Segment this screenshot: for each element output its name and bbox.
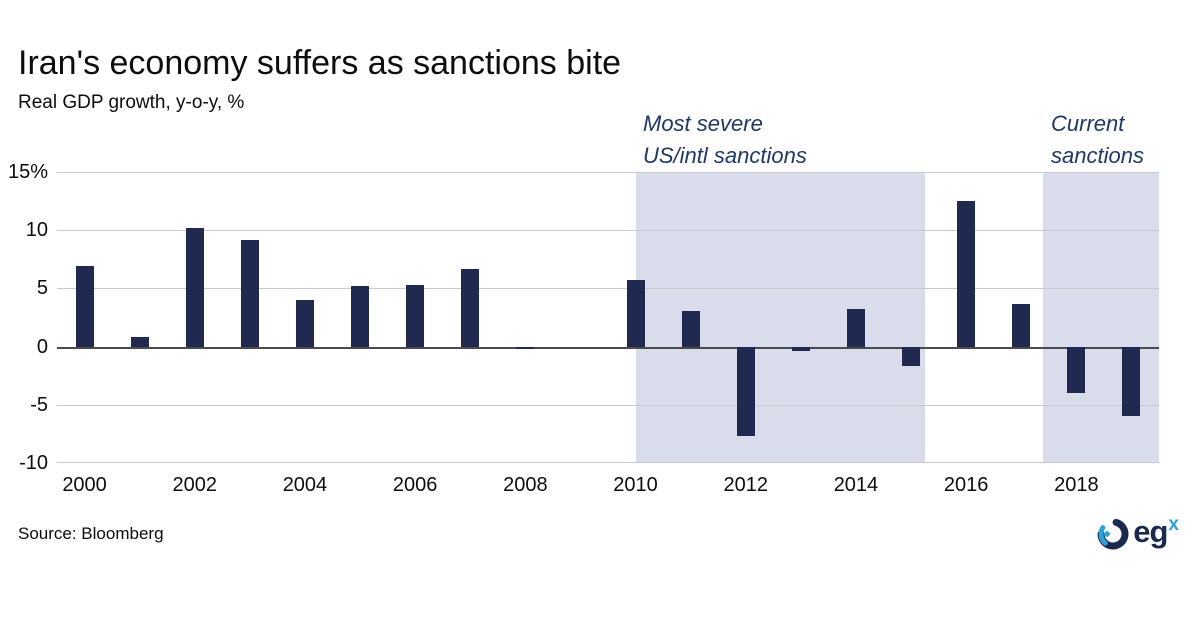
egx-ring-icon <box>1097 518 1129 550</box>
bar-2005 <box>351 286 370 347</box>
x-tick-label: 2010 <box>613 474 658 496</box>
annotation-line: Current <box>1051 111 1125 136</box>
annotation-most-severe-sanctions: Most severe US/intl sanctions <box>643 108 807 172</box>
x-tick-label: 2006 <box>392 474 438 496</box>
y-tick-label: 10 <box>25 219 48 242</box>
bar-2003 <box>240 239 259 347</box>
y-tick-label: -10 <box>19 452 48 474</box>
bar-2007 <box>461 268 480 347</box>
x-axis-labels: 2000 2002 2004 2006 2008 2010 2012 2014 2016 2018 <box>57 474 1159 500</box>
bar-2011 <box>681 310 700 347</box>
gridline-10 <box>57 230 1159 232</box>
bar-2010 <box>626 280 645 347</box>
sanctions-band-0 <box>635 172 925 463</box>
bar-2006 <box>406 284 425 347</box>
gridline-15% <box>57 172 1159 173</box>
gridline--5 <box>57 404 1159 406</box>
bar-2008 <box>516 346 535 349</box>
egx-logo: eg x <box>1093 512 1179 554</box>
bar-2001 <box>130 337 149 347</box>
y-axis-labels: 15% 10 5 0 -5 -10 <box>0 161 48 474</box>
bar-2004 <box>295 300 314 347</box>
gridline-5 <box>57 288 1159 290</box>
annotation-line: Most severe <box>643 111 763 136</box>
gridline--10 <box>57 462 1159 463</box>
gridline-0 <box>57 346 1159 349</box>
y-tick-label: 5 <box>36 277 48 300</box>
bar-2015 <box>902 346 921 367</box>
x-tick-label: 2012 <box>723 474 769 496</box>
x-tick-label: 2004 <box>282 474 328 496</box>
bar-2002 <box>185 227 204 347</box>
chart-subtitle: Real GDP growth, y-o-y, % <box>18 92 245 113</box>
source-note: Source: Bloomberg <box>18 524 164 543</box>
page-title: Iran's economy suffers as sanctions bite <box>18 44 622 82</box>
bar-2017 <box>1012 303 1031 347</box>
bar-2000 <box>75 266 94 347</box>
logo-text: eg <box>1133 514 1168 549</box>
x-tick-label: 2000 <box>62 474 107 496</box>
annotation-line: sanctions <box>1051 143 1144 168</box>
x-tick-label: 2002 <box>172 474 218 496</box>
bar-2016 <box>957 201 976 347</box>
logo-superscript: x <box>1168 514 1179 535</box>
y-tick-label: 0 <box>36 335 48 358</box>
annotation-line: US/intl sanctions <box>643 143 807 168</box>
x-tick-label: 2014 <box>833 474 879 496</box>
x-tick-label: 2008 <box>503 474 548 496</box>
y-tick-label: -5 <box>30 393 48 416</box>
bar-2014 <box>846 309 865 347</box>
annotation-current-sanctions: Current sanctions <box>1051 108 1144 172</box>
bar-2012 <box>736 346 755 437</box>
bar-2019 <box>1122 346 1141 417</box>
y-tick-label: 15% <box>7 161 48 183</box>
bar-2013 <box>791 346 810 352</box>
x-tick-label: 2016 <box>943 474 989 496</box>
plot-area <box>57 172 1159 463</box>
sanctions-band-1 <box>1043 172 1159 463</box>
bar-2018 <box>1067 346 1086 394</box>
x-tick-label: 2018 <box>1054 474 1099 496</box>
